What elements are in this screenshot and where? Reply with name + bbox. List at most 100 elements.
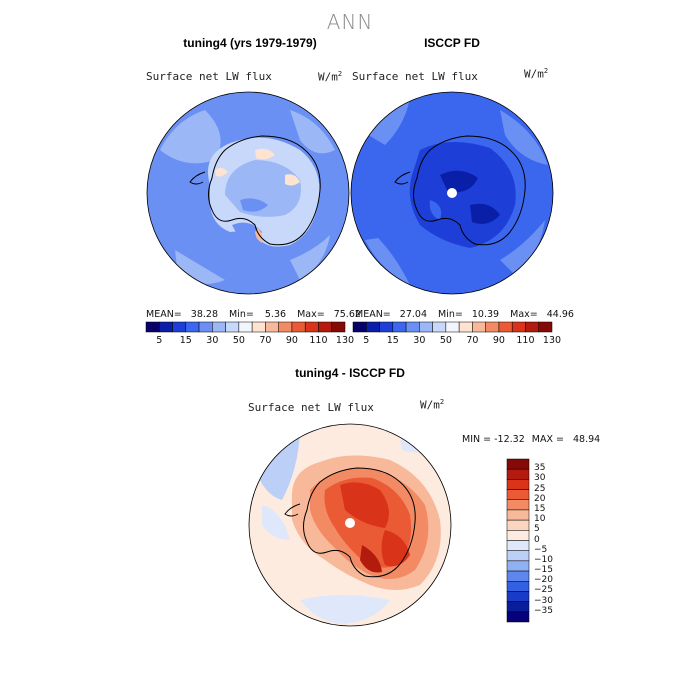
colorbar-swatch	[506, 611, 530, 623]
colorbar-swatch	[379, 321, 394, 333]
colorbar-swatch	[212, 321, 226, 333]
colorbar-swatch	[511, 321, 526, 333]
colorbar-tick-label: 130	[542, 335, 562, 346]
colorbar-swatch	[392, 321, 407, 333]
colorbar-swatch	[506, 560, 530, 572]
colorbar-swatch	[366, 321, 380, 333]
panel2-region	[470, 203, 500, 224]
panel1-map	[147, 92, 349, 294]
panel3-region	[300, 595, 390, 624]
colorbar-swatch	[159, 321, 173, 333]
panel1-colorbar	[145, 321, 346, 333]
panel3-region	[340, 482, 389, 528]
colorbar-swatch	[331, 321, 346, 333]
colorbar-tick-label: −25	[534, 585, 553, 596]
colorbar-swatch	[506, 509, 530, 521]
colorbar-swatch	[506, 591, 530, 602]
panel2-region	[440, 170, 478, 193]
panel1-units: W/m2	[318, 70, 343, 84]
panel3-coastline	[303, 467, 416, 578]
panel3-stats: MIN = -12.32 MAX = 48.94	[462, 434, 601, 445]
colorbar-swatch	[445, 321, 460, 333]
colorbar-tick-label: 30	[206, 335, 219, 346]
colorbar-swatch	[458, 321, 473, 333]
colorbar-tick-label: 110	[516, 335, 535, 346]
colorbar-swatch	[251, 321, 266, 333]
colorbar-tick-label: 70	[259, 335, 272, 346]
panel3-region	[360, 545, 382, 573]
colorbar-swatch	[238, 321, 253, 333]
panel2-region	[500, 110, 548, 165]
colorbar-swatch	[185, 321, 200, 333]
colorbar-swatch	[498, 321, 513, 333]
panel3-map-border	[248, 423, 452, 627]
colorbar-swatch	[304, 321, 319, 333]
panel2-pole-hole	[447, 188, 457, 198]
panel2-variable-label: Surface net LW flux	[352, 70, 478, 83]
colorbar-swatch	[419, 321, 433, 333]
figure-title: ANN	[326, 10, 374, 34]
colorbar-swatch	[265, 321, 279, 333]
colorbar-tick-label: 35	[534, 463, 546, 474]
colorbar-swatch	[506, 489, 530, 500]
panel3-region	[400, 439, 430, 453]
panel3-variable-label: Surface net LW flux	[248, 401, 374, 414]
colorbar-swatch	[485, 321, 500, 333]
colorbar-tick-label: 0	[534, 534, 540, 545]
colorbar-swatch	[225, 321, 240, 333]
colorbar-tick-label: 15	[534, 503, 546, 514]
colorbar-tick-label: 20	[534, 493, 546, 504]
colorbar-swatch	[506, 570, 530, 582]
colorbar-tick-label: 30	[534, 473, 546, 484]
colorbar-swatch	[506, 519, 530, 531]
colorbar-tick-label: 90	[285, 335, 298, 346]
panel1-variable-label: Surface net LW flux	[146, 70, 272, 83]
panel3-pole-hole	[345, 518, 355, 528]
panel2-region	[429, 200, 442, 220]
colorbar-tick-label: 90	[492, 335, 505, 346]
colorbar-tick-label: −10	[534, 554, 553, 565]
panel3-colorbar	[506, 458, 530, 623]
panel2-map-border	[350, 91, 554, 295]
colorbar-tick-label: 15	[179, 335, 192, 346]
panel1-region	[290, 235, 330, 280]
colorbar-swatch	[506, 530, 530, 541]
colorbar-swatch	[506, 479, 530, 490]
panel3-map	[249, 424, 451, 626]
colorbar-tick-label: 15	[386, 335, 399, 346]
colorbar-tick-label: −30	[534, 595, 553, 606]
colorbar-tick-label: −35	[534, 605, 553, 616]
panel2-region	[360, 98, 410, 145]
colorbar-swatch	[538, 321, 553, 333]
colorbar-tick-label: 30	[413, 335, 426, 346]
panel2-title: ISCCP FD	[424, 36, 480, 50]
colorbar-swatch	[291, 321, 306, 333]
panel2-region	[500, 220, 545, 275]
panel3-units: W/m2	[420, 398, 445, 412]
colorbar-tick-label: 10	[534, 514, 546, 525]
colorbar-swatch	[472, 321, 486, 333]
panel1-region	[160, 110, 221, 164]
panel1-region	[285, 174, 300, 186]
colorbar-tick-label: 130	[335, 335, 355, 346]
colorbar-tick-label: 5	[534, 524, 540, 535]
panel1-region	[215, 167, 228, 177]
colorbar-tick-label: −20	[534, 575, 553, 586]
panel1-stats: MEAN= 38.28 Min= 5.36 Max= 75.62	[146, 309, 361, 320]
panel3-coastline	[284, 503, 301, 517]
colorbar-swatch	[278, 321, 293, 333]
panel2-region	[365, 238, 410, 285]
colorbar-swatch	[352, 321, 367, 333]
colorbar-tick-label: 25	[534, 483, 546, 494]
colorbar-tick-label: −15	[534, 565, 553, 576]
colorbar-swatch	[405, 321, 420, 333]
colorbar-tick-label: 50	[232, 335, 245, 346]
colorbar-tick-label: 70	[466, 335, 479, 346]
colorbar-tick-label: −5	[534, 544, 548, 555]
panel2-coastline	[394, 171, 411, 185]
colorbar-swatch	[432, 321, 447, 333]
colorbar-swatch	[525, 321, 539, 333]
panel3-title: tuning4 - ISCCP FD	[295, 366, 405, 380]
colorbar-swatch	[506, 550, 530, 562]
